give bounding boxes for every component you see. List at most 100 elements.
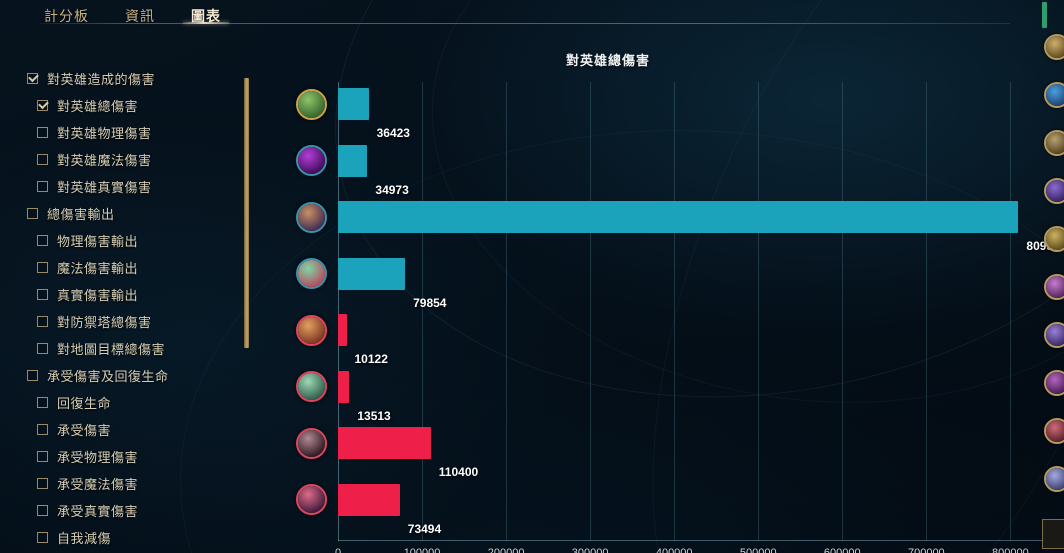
champion-portrait-1[interactable]	[296, 88, 327, 120]
checkbox-unchecked-icon[interactable]	[37, 234, 48, 246]
champion-portrait-3[interactable]	[296, 201, 327, 233]
metric-option-18[interactable]: 自我減傷	[0, 527, 111, 547]
rail-icon-3[interactable]	[1044, 130, 1064, 156]
metric-option-9[interactable]: 真實傷害輸出	[0, 284, 138, 304]
sidebar-scrollbar-thumb[interactable]	[244, 78, 249, 348]
metric-option-label: 對英雄總傷害	[57, 98, 139, 114]
checkbox-unchecked-icon[interactable]	[27, 369, 38, 381]
metric-option-7[interactable]: 物理傷害輸出	[0, 230, 138, 250]
metric-option-2[interactable]: 對英雄總傷害	[0, 95, 138, 115]
checkbox-unchecked-icon[interactable]	[37, 153, 48, 165]
chart-title: 對英雄總傷害	[565, 53, 650, 68]
x-axis-line	[338, 540, 1044, 541]
tab-2[interactable]: 資訊	[125, 8, 155, 24]
metric-option-5[interactable]: 對英雄真實傷害	[0, 176, 152, 196]
bar-1[interactable]	[338, 88, 369, 120]
checkbox-unchecked-icon[interactable]	[37, 477, 48, 489]
bar-8[interactable]	[338, 483, 400, 516]
metric-option-8[interactable]: 魔法傷害輸出	[0, 257, 138, 277]
metric-option-3[interactable]: 對英雄物理傷害	[0, 122, 152, 142]
tab-3[interactable]: 圖表	[191, 8, 221, 24]
metric-option-label: 對防禦塔總傷害	[57, 314, 152, 330]
checkbox-unchecked-icon[interactable]	[37, 531, 48, 543]
rail-icon-6[interactable]	[1044, 274, 1064, 300]
checkbox-unchecked-icon[interactable]	[37, 396, 48, 408]
bar-4[interactable]	[338, 257, 406, 290]
checkbox-unchecked-icon[interactable]	[37, 342, 48, 354]
rail-icon-1[interactable]	[1044, 34, 1064, 60]
rail-icon-image	[1046, 36, 1064, 58]
metric-option-label: 承受真實傷害	[57, 503, 139, 519]
bar-5[interactable]	[338, 314, 347, 346]
rail-icon-4[interactable]	[1044, 178, 1064, 204]
bar-2[interactable]	[338, 144, 368, 177]
bar-3[interactable]	[338, 201, 1019, 233]
metric-option-12[interactable]: 承受傷害及回復生命	[0, 365, 169, 385]
checkbox-unchecked-icon[interactable]	[37, 288, 48, 300]
metric-option-17[interactable]: 承受真實傷害	[0, 500, 138, 520]
x-tick-label-4: 300000	[571, 547, 609, 553]
metric-option-label: 總傷害輸出	[47, 206, 115, 222]
rail-icon-7[interactable]	[1044, 322, 1064, 348]
champion-portrait-5[interactable]	[296, 314, 327, 346]
champion-portrait-6[interactable]	[296, 371, 327, 402]
metric-option-16[interactable]: 承受魔法傷害	[0, 473, 138, 493]
bar-6[interactable]	[338, 370, 350, 403]
metric-option-10[interactable]: 對防禦塔總傷害	[0, 311, 152, 331]
metric-option-15[interactable]: 承受物理傷害	[0, 446, 138, 466]
bar-value-label-7: 110400	[438, 465, 479, 479]
champion-portrait-2[interactable]	[296, 145, 327, 176]
tab-list: 計分板 資訊 圖表	[38, 6, 227, 31]
checkbox-unchecked-icon[interactable]	[37, 180, 48, 192]
rail-icon-5[interactable]	[1044, 226, 1064, 252]
champion-portrait-8[interactable]	[296, 484, 327, 515]
metric-option-4[interactable]: 對英雄魔法傷害	[0, 149, 152, 169]
rail-icon-image	[1046, 180, 1064, 202]
metric-option-11[interactable]: 對地圖目標總傷害	[0, 338, 165, 358]
portrait-image	[298, 373, 325, 400]
metric-option-label: 對英雄真實傷害	[57, 179, 152, 195]
rail-icon-9[interactable]	[1044, 418, 1064, 444]
checkbox-unchecked-icon[interactable]	[37, 423, 48, 435]
metric-option-13[interactable]: 回復生命	[0, 392, 111, 412]
champion-portrait-7[interactable]	[296, 427, 327, 459]
x-tick-label-9: 800000	[992, 547, 1029, 553]
checkbox-checked-icon[interactable]	[27, 72, 38, 84]
metric-filter-sidebar[interactable]: 對英雄造成的傷害對英雄總傷害 對英雄物理傷害 對英雄魔法傷害 對英雄真實傷害總傷害輸出…	[0, 68, 250, 553]
metric-option-label: 承受魔法傷害	[57, 476, 139, 492]
x-tick-label-5: 400000	[655, 547, 693, 553]
rail-icon-image	[1046, 372, 1064, 394]
portrait-image	[298, 429, 325, 457]
bar-7[interactable]	[338, 427, 431, 459]
bar-value-label-2: 34973	[375, 182, 409, 197]
rail-icon-10[interactable]	[1044, 466, 1064, 492]
rail-icon-2[interactable]	[1044, 82, 1064, 108]
rail-icon-image	[1046, 276, 1064, 298]
tab-1[interactable]: 計分板	[44, 8, 89, 24]
checkbox-unchecked-icon[interactable]	[27, 207, 38, 219]
rail-icon-8[interactable]	[1044, 370, 1064, 396]
active-tab-underline	[183, 22, 229, 24]
checkbox-unchecked-icon[interactable]	[37, 315, 48, 327]
bar-value-label-4: 79854	[413, 295, 447, 310]
checkbox-unchecked-icon[interactable]	[37, 126, 48, 138]
checkbox-unchecked-icon[interactable]	[37, 261, 48, 273]
bar-value-label-1: 36423	[376, 126, 410, 140]
metric-option-1[interactable]: 對英雄造成的傷害	[0, 68, 155, 88]
checkbox-unchecked-icon[interactable]	[37, 450, 48, 462]
rail-bottom-box[interactable]	[1042, 519, 1064, 549]
portrait-image	[298, 203, 325, 231]
rail-icon-image	[1046, 324, 1064, 346]
checkbox-unchecked-icon[interactable]	[37, 504, 48, 516]
rail-icon-image	[1046, 468, 1064, 490]
bar-value-label-5: 10122	[354, 352, 388, 366]
checkbox-checked-icon[interactable]	[37, 99, 48, 111]
metric-option-14[interactable]: 承受傷害	[0, 419, 111, 439]
metric-option-label: 對英雄物理傷害	[57, 125, 152, 141]
metric-option-6[interactable]: 總傷害輸出	[0, 203, 115, 223]
rail-icon-image	[1046, 228, 1064, 250]
champion-portrait-4[interactable]	[296, 258, 327, 289]
x-tick-label-6: 500000	[739, 547, 777, 553]
metric-option-label: 對英雄魔法傷害	[57, 152, 152, 168]
